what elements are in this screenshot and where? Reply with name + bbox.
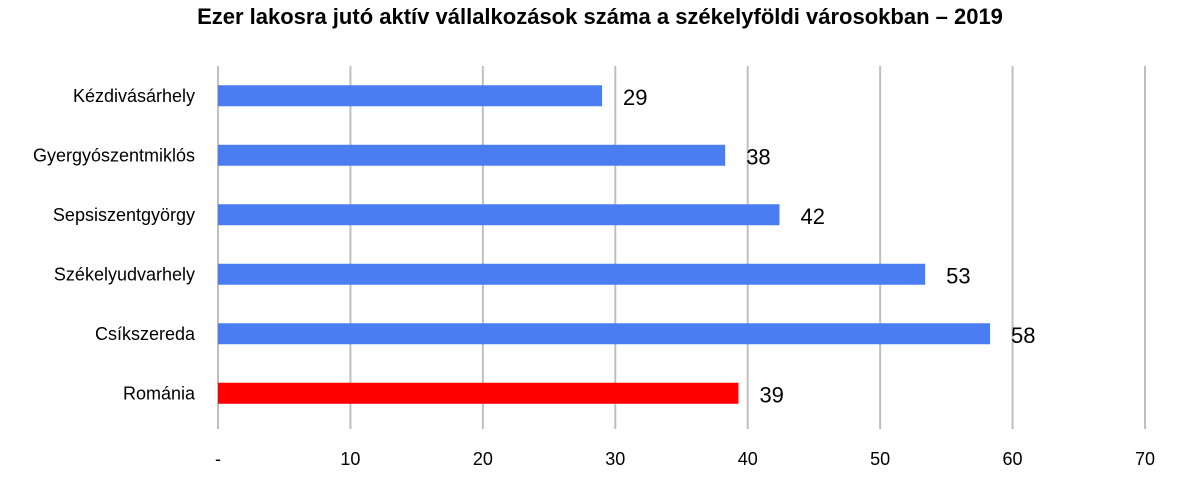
data-label: 29 bbox=[623, 85, 647, 110]
bar bbox=[218, 204, 780, 226]
x-tick-label: 20 bbox=[473, 449, 493, 469]
bar bbox=[218, 323, 991, 345]
data-label: 53 bbox=[946, 263, 970, 288]
gridlines bbox=[217, 66, 1146, 429]
category-label: Székelyudvarhely bbox=[54, 264, 195, 284]
bar bbox=[218, 144, 726, 166]
category-label: Gyergyószentmiklós bbox=[33, 145, 195, 165]
bar bbox=[218, 85, 603, 107]
bar bbox=[218, 263, 926, 285]
data-label: 58 bbox=[1011, 323, 1035, 348]
chart-title: Ezer lakosra jutó aktív vállalkozások sz… bbox=[197, 4, 1003, 29]
labels: - 10 20 30 40 50 60 70 Kézdivásárhely 29 Gyergyósz… bbox=[33, 85, 1155, 469]
x-tick-label: 10 bbox=[340, 449, 360, 469]
category-label: Kézdivásárhely bbox=[73, 86, 195, 106]
data-label: 39 bbox=[759, 382, 783, 407]
data-label: 42 bbox=[800, 204, 824, 229]
bar bbox=[218, 382, 739, 404]
x-tick-label: 30 bbox=[605, 449, 625, 469]
x-tick-label: 70 bbox=[1135, 449, 1155, 469]
category-label: Csíkszereda bbox=[95, 324, 196, 344]
x-tick-label: - bbox=[215, 449, 221, 469]
data-label: 38 bbox=[746, 144, 770, 169]
x-tick-label: 40 bbox=[738, 449, 758, 469]
category-label: Sepsiszentgyörgy bbox=[53, 205, 195, 225]
x-tick-label: 50 bbox=[870, 449, 890, 469]
x-tick-label: 60 bbox=[1003, 449, 1023, 469]
category-label: Románia bbox=[123, 383, 196, 403]
bars bbox=[218, 85, 991, 404]
